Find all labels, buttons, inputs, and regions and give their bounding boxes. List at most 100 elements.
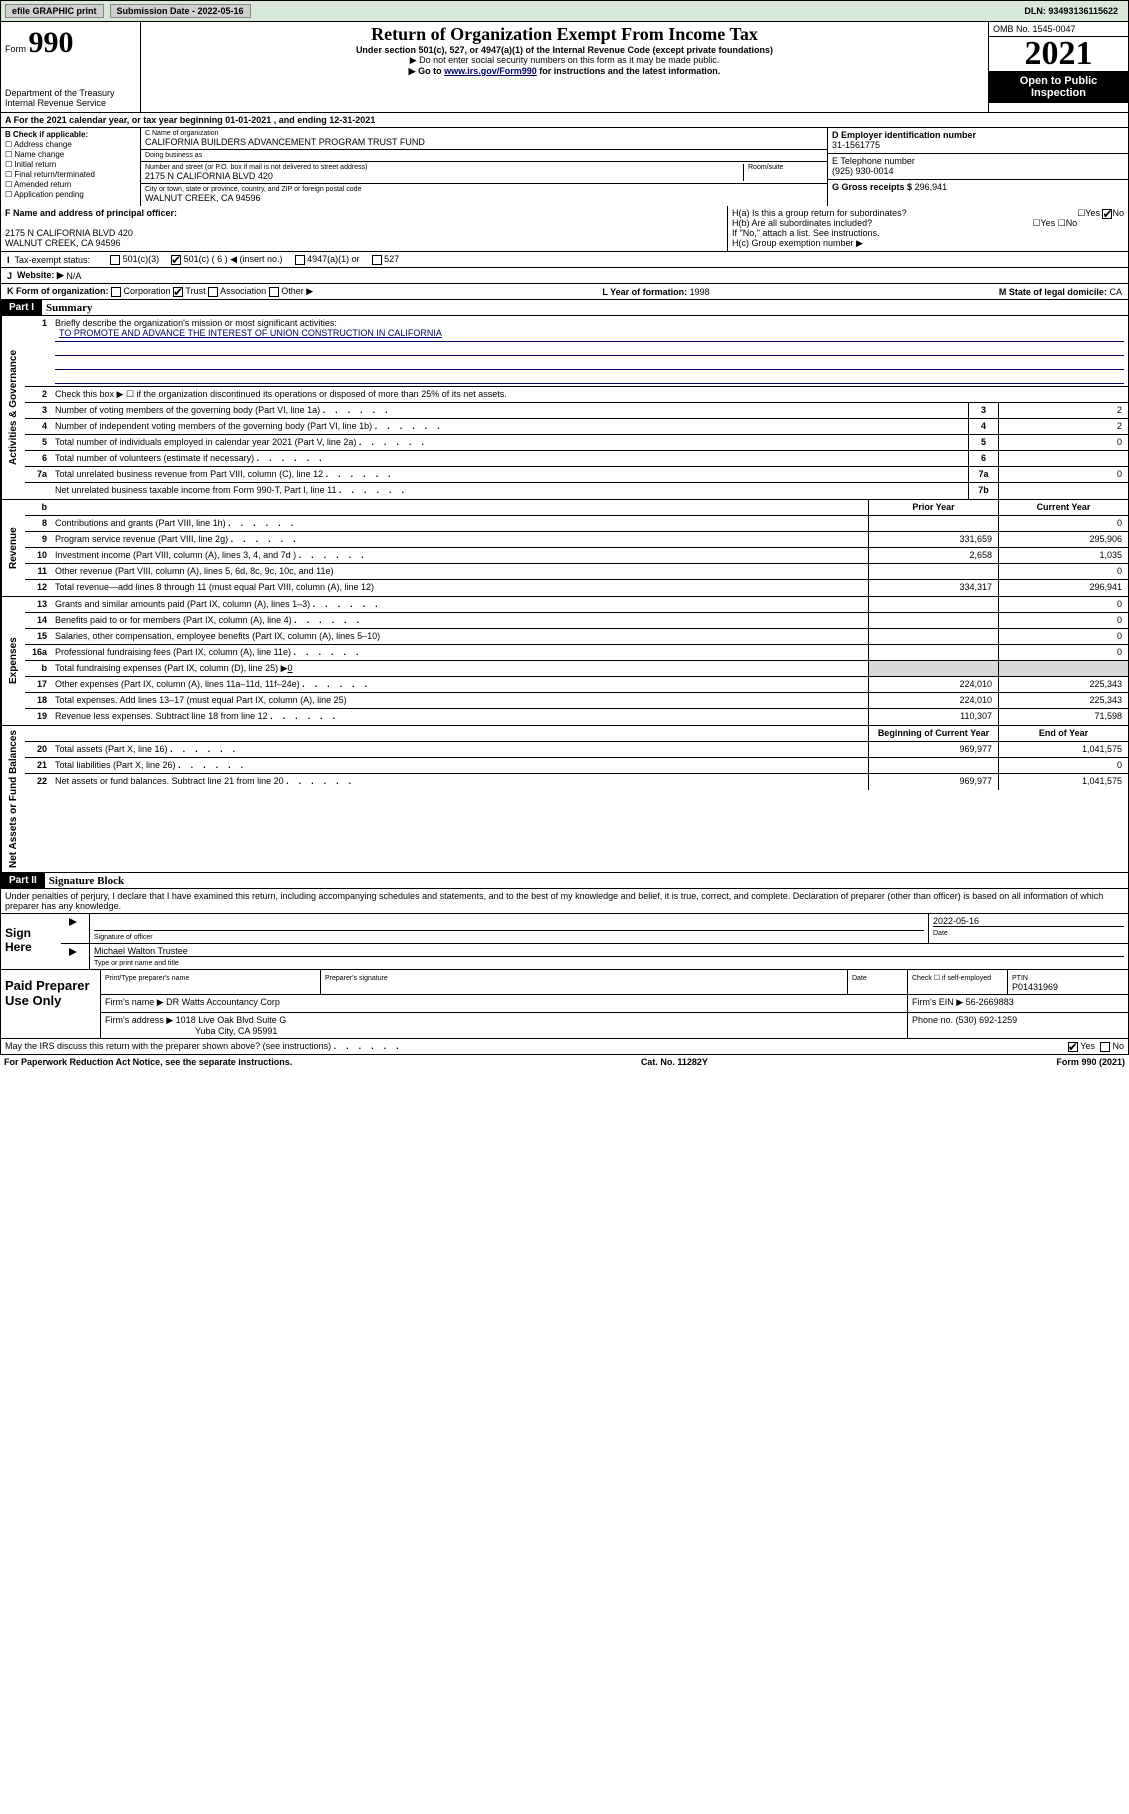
chk-501c3[interactable] <box>110 255 120 265</box>
form-word: Form <box>5 44 26 54</box>
part2-hdr-row: Part II Signature Block <box>0 873 1129 889</box>
prep-self-lbl: Check ☐ if self-employed <box>912 975 991 982</box>
chk-501c[interactable] <box>171 255 181 265</box>
chk-name[interactable]: ☐ Name change <box>5 150 136 159</box>
may-discuss-row: May the IRS discuss this return with the… <box>0 1039 1129 1055</box>
l9-desc: Program service revenue (Part VIII, line… <box>51 532 868 547</box>
page-footer: For Paperwork Reduction Act Notice, see … <box>0 1055 1129 1069</box>
ha-no-chk[interactable] <box>1102 209 1112 219</box>
hdr-current: Current Year <box>998 500 1128 515</box>
sig-date: 2022-05-16 <box>933 916 979 926</box>
l19-cur: 71,598 <box>998 709 1128 725</box>
mission-blank2 <box>55 356 1124 370</box>
firm-phone: (530) 692-1259 <box>956 1015 1018 1025</box>
l21-desc: Total liabilities (Part X, line 26) <box>51 758 868 773</box>
l22-cur: 1,041,575 <box>998 774 1128 790</box>
l2-desc: Check this box ▶ ☐ if the organization d… <box>51 387 1128 402</box>
yof-lbl: L Year of formation: <box>602 287 687 297</box>
org-name: CALIFORNIA BUILDERS ADVANCEMENT PROGRAM … <box>145 137 823 147</box>
domicile-lbl: M State of legal domicile: <box>999 287 1107 297</box>
l16b-desc: Total fundraising expenses (Part IX, col… <box>51 661 868 676</box>
chk-527[interactable] <box>372 255 382 265</box>
l4-desc: Number of independent voting members of … <box>51 419 968 434</box>
l13-prior <box>868 597 998 612</box>
sig-officer-lbl: Signature of officer <box>94 934 153 941</box>
officer-lbl: F Name and address of principal officer: <box>5 208 177 218</box>
hc-row: H(c) Group exemption number ▶ <box>732 238 1124 249</box>
l15-cur: 0 <box>998 629 1128 644</box>
efile-button[interactable]: efile GRAPHIC print <box>5 4 104 18</box>
open-public: Open to Public Inspection <box>989 71 1128 103</box>
ptin-val: P01431969 <box>1012 982 1058 992</box>
tel-value: (925) 930-0014 <box>832 166 894 176</box>
sign-block: Sign Here Signature of officer 2022-05-1… <box>0 914 1129 970</box>
section-netassets: Net Assets or Fund Balances Beginning of… <box>0 726 1129 873</box>
hdr-end: End of Year <box>998 726 1128 741</box>
side-lbl-nab: Net Assets or Fund Balances <box>1 726 25 872</box>
chk-other[interactable] <box>269 287 279 297</box>
l18-cur: 225,343 <box>998 693 1128 708</box>
officer-name: Michael Walton Trustee <box>94 946 188 956</box>
form-number: 990 <box>29 26 74 59</box>
chk-initial[interactable]: ☐ Initial return <box>5 160 136 169</box>
hb-note: If "No," attach a list. See instructions… <box>732 228 1124 238</box>
l7b-val <box>998 483 1128 499</box>
chk-final[interactable]: ☐ Final return/terminated <box>5 170 136 179</box>
arrow-icon-2 <box>69 948 77 956</box>
section-activities: Activities & Governance 1Briefly describ… <box>0 316 1129 500</box>
l6-desc: Total number of volunteers (estimate if … <box>51 451 968 466</box>
l14-prior <box>868 613 998 628</box>
row-j-website: J Website: ▶ N/A <box>0 268 1129 284</box>
chk-4947[interactable] <box>295 255 305 265</box>
prep-name-lbl: Print/Type preparer's name <box>105 975 189 982</box>
l5-val: 0 <box>998 435 1128 450</box>
form-org-lbl: K Form of organization: <box>7 286 109 296</box>
paid-preparer-block: Paid Preparer Use Only Print/Type prepar… <box>0 970 1129 1039</box>
l22-desc: Net assets or fund balances. Subtract li… <box>51 774 868 790</box>
l19-desc: Revenue less expenses. Subtract line 18 … <box>51 709 868 725</box>
hdr-prior: Prior Year <box>868 500 998 515</box>
irs-link[interactable]: www.irs.gov/Form990 <box>444 66 537 76</box>
may-yes-chk[interactable] <box>1068 1042 1078 1052</box>
l17-cur: 225,343 <box>998 677 1128 692</box>
l9-prior: 331,659 <box>868 532 998 547</box>
website-value: N/A <box>66 271 81 281</box>
chk-assoc[interactable] <box>208 287 218 297</box>
l15-prior <box>868 629 998 644</box>
side-lbl-exp: Expenses <box>1 597 25 725</box>
l3-val: 2 <box>998 403 1128 418</box>
dept-label: Department of the Treasury Internal Reve… <box>5 88 136 108</box>
l8-desc: Contributions and grants (Part VIII, lin… <box>51 516 868 531</box>
ein-lbl: D Employer identification number <box>832 130 976 140</box>
may-no-chk[interactable] <box>1100 1042 1110 1052</box>
website-lbl: Website: ▶ <box>17 270 64 281</box>
may-question: May the IRS discuss this return with the… <box>5 1041 399 1052</box>
chk-corp[interactable] <box>111 287 121 297</box>
l16a-desc: Professional fundraising fees (Part IX, … <box>51 645 868 660</box>
prep-date-lbl: Date <box>852 975 867 982</box>
submission-date: Submission Date - 2022-05-16 <box>110 4 251 18</box>
col-d-right: D Employer identification number 31-1561… <box>828 128 1128 206</box>
chk-address[interactable]: ☐ Address change <box>5 140 136 149</box>
firm-name: DR Watts Accountancy Corp <box>166 997 280 1007</box>
paid-hdr: Paid Preparer Use Only <box>1 970 101 1038</box>
col-b-checks: B Check if applicable: ☐ Address change … <box>1 128 141 206</box>
chk-amended[interactable]: ☐ Amended return <box>5 180 136 189</box>
header-sub1: Under section 501(c), 527, or 4947(a)(1)… <box>145 45 984 55</box>
l13-desc: Grants and similar amounts paid (Part IX… <box>51 597 868 612</box>
arrow-icon <box>69 918 77 926</box>
chk-trust[interactable] <box>173 287 183 297</box>
ptin-lbl: PTIN <box>1012 975 1028 982</box>
l4-val: 2 <box>998 419 1128 434</box>
l16a-cur: 0 <box>998 645 1128 660</box>
org-city: WALNUT CREEK, CA 94596 <box>145 193 823 203</box>
l18-prior: 224,010 <box>868 693 998 708</box>
ein-value: 31-1561775 <box>832 140 880 150</box>
chk-pending[interactable]: ☐ Application pending <box>5 190 136 199</box>
header-sub2: ▶ Do not enter social security numbers o… <box>145 55 984 66</box>
tax-status-lbl: Tax-exempt status: <box>15 255 91 265</box>
footer-left: For Paperwork Reduction Act Notice, see … <box>4 1057 292 1067</box>
l18-desc: Total expenses. Add lines 13–17 (must eq… <box>51 693 868 708</box>
l15-desc: Salaries, other compensation, employee b… <box>51 629 868 644</box>
domicile-val: CA <box>1109 287 1122 297</box>
